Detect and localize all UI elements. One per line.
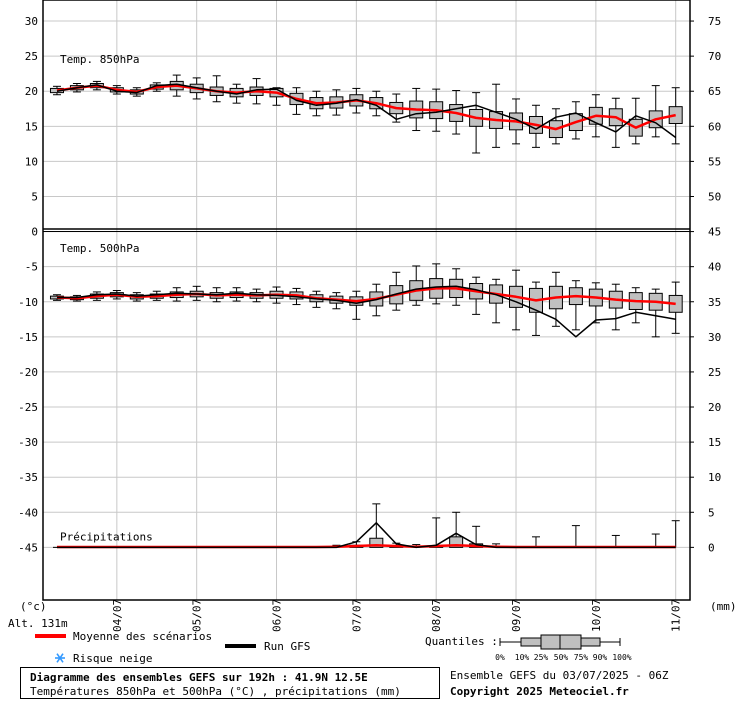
y-tick-label: -5 xyxy=(25,261,38,274)
y-tick-label: -25 xyxy=(18,401,38,414)
marks xyxy=(49,74,683,549)
y-axis-label: (°c) xyxy=(20,600,47,613)
quantile-label: 75% xyxy=(574,653,589,662)
y-tick-label: -45 xyxy=(18,541,38,554)
y2-axis-label: (mm) xyxy=(710,600,737,613)
y-tick-label: 0 xyxy=(31,226,38,239)
run-info: Ensemble GEFS du 03/07/2025 - 06Z xyxy=(450,669,669,682)
y2-tick-label: 5 xyxy=(708,506,715,519)
y2-tick-label: 15 xyxy=(708,436,721,449)
y-tick-label: 20 xyxy=(25,85,38,98)
x-tick-label: 06/07 xyxy=(271,599,284,632)
mean-line xyxy=(56,287,676,306)
quantile-label: 100% xyxy=(612,653,631,662)
quantile-glyph xyxy=(499,634,621,650)
box xyxy=(369,537,384,548)
y-tick-label: 10 xyxy=(25,155,38,168)
y2-tick-label: 40 xyxy=(708,261,721,274)
panel-label: Précipitations xyxy=(60,530,153,543)
x-tick-label: 07/07 xyxy=(350,599,363,632)
y2-tick-label: 70 xyxy=(708,50,721,63)
y2-tick-label: 20 xyxy=(708,401,721,414)
axes: -45-40-35-30-25-20-15-10-505101520253005… xyxy=(18,15,721,632)
legend-snow: Risque neige xyxy=(73,652,152,665)
y-tick-label: 25 xyxy=(25,50,38,63)
quantile-label: 50% xyxy=(554,653,569,662)
footer-box xyxy=(20,667,440,699)
y2-tick-label: 65 xyxy=(708,85,721,98)
y-tick-label: -30 xyxy=(18,436,38,449)
x-tick-label: 08/07 xyxy=(430,599,443,632)
y2-tick-label: 50 xyxy=(708,190,721,203)
x-tick-label: 09/07 xyxy=(510,599,523,632)
y-tick-label: -35 xyxy=(18,471,38,484)
y-tick-label: -40 xyxy=(18,506,38,519)
y2-tick-label: 75 xyxy=(708,15,721,28)
y2-tick-label: 30 xyxy=(708,331,721,344)
y2-tick-label: 0 xyxy=(708,541,715,554)
y-tick-label: -20 xyxy=(18,366,38,379)
altitude: Alt. 131m xyxy=(8,617,68,630)
quantile-label: 10% xyxy=(515,653,530,662)
copyright: Copyright 2025 Meteociel.fr xyxy=(450,685,629,698)
quantile-label: 90% xyxy=(593,653,608,662)
y-tick-label: -15 xyxy=(18,331,38,344)
y-tick-label: 15 xyxy=(25,120,38,133)
panel-label: Temp. 500hPa xyxy=(60,242,139,255)
x-tick-label: 10/07 xyxy=(590,599,603,632)
y2-tick-label: 10 xyxy=(708,471,721,484)
chart-title: Diagramme des ensembles GEFS sur 192h : … xyxy=(30,671,368,684)
chart-subtitle: Températures 850hPa et 500hPa (°C) , pré… xyxy=(30,685,401,698)
y2-tick-label: 25 xyxy=(708,366,721,379)
y-tick-label: 5 xyxy=(31,190,38,203)
y2-tick-label: 55 xyxy=(708,155,721,168)
quantile-label: 25% xyxy=(534,653,549,662)
x-tick-label: 05/07 xyxy=(191,599,204,632)
x-tick-label: 11/07 xyxy=(670,599,683,632)
y2-tick-label: 35 xyxy=(708,296,721,309)
legend-gfs: Run GFS xyxy=(264,640,310,653)
plot-frame xyxy=(42,0,691,601)
x-tick-label: 04/07 xyxy=(111,599,124,632)
y-tick-label: -10 xyxy=(18,296,38,309)
y2-tick-label: 60 xyxy=(708,120,721,133)
legend-mean: Moyenne des scénarios xyxy=(73,630,212,643)
quantile-label: 0% xyxy=(495,653,505,662)
y2-tick-label: 45 xyxy=(708,226,721,239)
box xyxy=(449,536,464,548)
gfs-line xyxy=(57,522,676,549)
panel-label: Temp. 850hPa xyxy=(60,53,139,66)
gfs-line xyxy=(57,285,676,338)
y-tick-label: 30 xyxy=(25,15,38,28)
snow-icon xyxy=(55,653,65,663)
gfs-line xyxy=(56,83,677,139)
legend-quantiles-title: Quantiles : xyxy=(425,635,498,648)
